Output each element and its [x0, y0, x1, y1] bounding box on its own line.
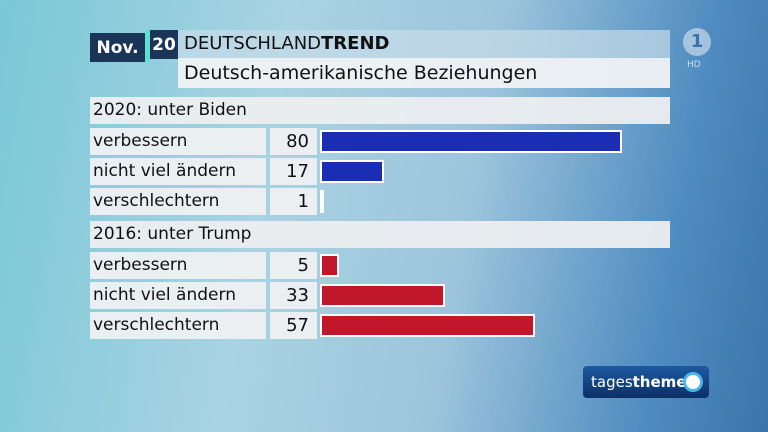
group-header: 2016: unter Trump [90, 221, 670, 248]
value-label: 17 [270, 158, 317, 185]
page-title: Deutsch-amerikanische Beziehungen [178, 58, 670, 88]
logo-bold: themen [632, 373, 698, 391]
category-label: verschlechtern [90, 188, 266, 215]
category-label: nicht viel ändern [90, 282, 266, 309]
hd-label: HD [687, 60, 701, 70]
value-label: 1 [270, 188, 317, 215]
month-badge: Nov. [90, 33, 145, 62]
category-label: verschlechtern [90, 312, 266, 339]
accent-stripe [145, 30, 150, 62]
bar [320, 190, 324, 213]
category-label: nicht viel ändern [90, 158, 266, 185]
group-header: 2020: unter Biden [90, 97, 670, 124]
title-bar: DEUTSCHLANDTREND [178, 30, 670, 58]
bar [320, 254, 339, 277]
bar [320, 314, 536, 337]
category-label: verbessern [90, 252, 266, 279]
tagesthemen-logo: tagesthemen [583, 366, 709, 398]
year-badge: 20 [150, 30, 178, 59]
title-bold: TREND [321, 33, 390, 54]
bar [320, 160, 385, 183]
title-light: DEUTSCHLAND [184, 33, 322, 54]
ard-icon [683, 372, 703, 392]
value-label: 80 [270, 128, 317, 155]
category-label: verbessern [90, 128, 266, 155]
bar [320, 130, 622, 153]
value-label: 57 [270, 312, 317, 339]
value-label: 33 [270, 282, 317, 309]
value-label: 5 [270, 252, 317, 279]
bar [320, 284, 445, 307]
channel-logo: 1 [683, 28, 711, 56]
logo-light: tages [591, 373, 633, 391]
